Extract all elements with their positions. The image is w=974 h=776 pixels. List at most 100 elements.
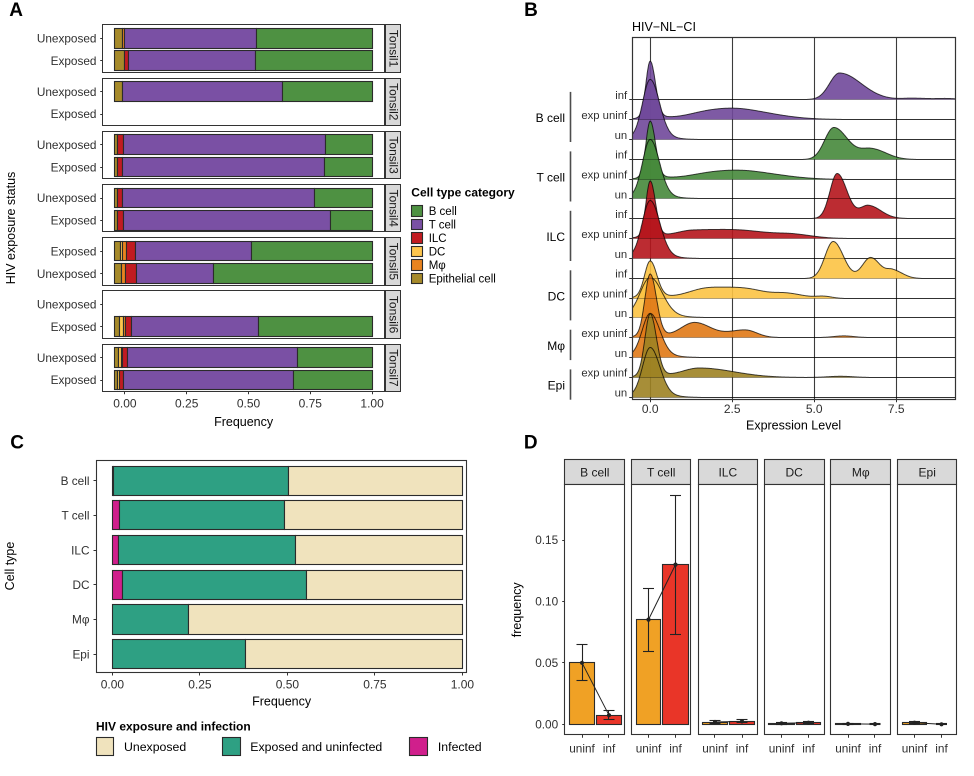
- svg-text:Epi: Epi: [919, 466, 936, 480]
- svg-text:C: C: [10, 433, 24, 454]
- svg-text:ILC: ILC: [429, 233, 447, 245]
- svg-text:B cell: B cell: [429, 206, 457, 218]
- svg-text:inf: inf: [869, 742, 882, 756]
- svg-text:Exposed: Exposed: [51, 107, 97, 121]
- svg-text:Tonsil1: Tonsil1: [387, 30, 401, 68]
- svg-text:exp uninf: exp uninf: [581, 170, 628, 182]
- svg-text:uninf: uninf: [902, 742, 928, 756]
- svg-text:inf: inf: [615, 90, 628, 102]
- svg-text:uninf: uninf: [769, 742, 795, 756]
- svg-text:0.05: 0.05: [535, 656, 558, 670]
- svg-text:0.00: 0.00: [113, 397, 137, 411]
- svg-text:0.00: 0.00: [101, 678, 125, 692]
- svg-text:Tonsil7: Tonsil7: [387, 349, 401, 387]
- svg-text:Tonsil5: Tonsil5: [387, 243, 401, 281]
- svg-text:un: un: [615, 308, 628, 320]
- svg-text:2.5: 2.5: [724, 402, 741, 416]
- svg-text:Epithelial cell: Epithelial cell: [429, 274, 496, 286]
- svg-text:exp uninf: exp uninf: [581, 288, 628, 300]
- svg-text:ILC: ILC: [718, 466, 737, 480]
- svg-text:inf: inf: [736, 742, 749, 756]
- svg-text:un: un: [615, 348, 628, 360]
- svg-text:HIV−NL−CI: HIV−NL−CI: [632, 20, 696, 34]
- svg-text:DC: DC: [548, 289, 566, 303]
- svg-text:Exposed: Exposed: [51, 373, 97, 387]
- svg-text:Unexposed: Unexposed: [37, 85, 97, 99]
- svg-text:T cell: T cell: [537, 170, 565, 184]
- svg-text:Tonsil2: Tonsil2: [387, 83, 401, 121]
- svg-text:B: B: [524, 0, 538, 21]
- svg-text:ILC: ILC: [71, 543, 90, 557]
- svg-text:Exposed: Exposed: [51, 244, 97, 258]
- svg-text:inf: inf: [802, 742, 815, 756]
- svg-text:exp uninf: exp uninf: [581, 110, 628, 122]
- svg-text:uninf: uninf: [835, 742, 861, 756]
- svg-text:T cell: T cell: [647, 466, 675, 480]
- svg-text:Exposed: Exposed: [51, 54, 97, 68]
- svg-text:1.00: 1.00: [451, 678, 475, 692]
- svg-text:exp uninf: exp uninf: [581, 229, 628, 241]
- svg-text:Unexposed: Unexposed: [37, 32, 97, 46]
- svg-text:Mφ: Mφ: [429, 260, 446, 272]
- svg-text:Epi: Epi: [72, 647, 89, 661]
- svg-text:0.50: 0.50: [237, 397, 261, 411]
- svg-text:inf: inf: [615, 209, 628, 221]
- svg-text:0.50: 0.50: [276, 678, 300, 692]
- svg-text:DC: DC: [786, 466, 804, 480]
- svg-text:D: D: [524, 433, 538, 454]
- svg-text:Unexposed: Unexposed: [124, 740, 186, 754]
- svg-text:Frequency: Frequency: [214, 415, 274, 429]
- svg-text:un: un: [615, 249, 628, 261]
- svg-text:inf: inf: [669, 742, 682, 756]
- svg-text:inf: inf: [935, 742, 948, 756]
- svg-text:0.75: 0.75: [363, 678, 387, 692]
- svg-text:Exposed and uninfected: Exposed and uninfected: [250, 740, 382, 754]
- svg-text:DC: DC: [72, 578, 90, 592]
- svg-text:un: un: [615, 388, 628, 400]
- svg-text:Unexposed: Unexposed: [37, 191, 97, 205]
- svg-text:Unexposed: Unexposed: [37, 351, 97, 365]
- svg-text:0.75: 0.75: [299, 397, 323, 411]
- svg-text:un: un: [615, 130, 628, 142]
- svg-text:Expression Level: Expression Level: [746, 419, 841, 433]
- svg-text:Unexposed: Unexposed: [37, 298, 97, 312]
- svg-text:exp uninf: exp uninf: [581, 368, 628, 380]
- svg-text:ILC: ILC: [546, 230, 565, 244]
- svg-text:Unexposed: Unexposed: [37, 267, 97, 281]
- svg-text:1.00: 1.00: [360, 397, 384, 411]
- svg-text:Infected: Infected: [438, 740, 482, 754]
- svg-text:Exposed: Exposed: [51, 160, 97, 174]
- svg-text:Tonsil4: Tonsil4: [387, 190, 401, 228]
- svg-text:T cell: T cell: [62, 509, 90, 523]
- svg-text:0.00: 0.00: [535, 718, 558, 732]
- svg-text:B cell: B cell: [536, 111, 565, 125]
- svg-text:HIV exposure status: HIV exposure status: [4, 172, 18, 285]
- svg-text:un: un: [615, 189, 628, 201]
- svg-text:0.0: 0.0: [642, 402, 659, 416]
- svg-text:inf: inf: [615, 269, 628, 281]
- svg-text:7.5: 7.5: [888, 402, 905, 416]
- svg-text:uninf: uninf: [636, 742, 662, 756]
- svg-text:Mφ: Mφ: [72, 613, 90, 627]
- svg-text:inf: inf: [603, 742, 616, 756]
- svg-text:Mφ: Mφ: [852, 466, 870, 480]
- svg-text:T cell: T cell: [429, 220, 456, 232]
- svg-text:Tonsil3: Tonsil3: [387, 136, 401, 174]
- svg-text:frequency: frequency: [510, 582, 524, 638]
- svg-text:inf: inf: [615, 150, 628, 162]
- svg-text:B cell: B cell: [580, 466, 609, 480]
- svg-text:0.25: 0.25: [175, 397, 199, 411]
- svg-text:Frequency: Frequency: [252, 695, 312, 709]
- svg-text:Exposed: Exposed: [51, 320, 97, 334]
- svg-text:Mφ: Mφ: [547, 339, 565, 353]
- svg-text:5.0: 5.0: [806, 402, 823, 416]
- svg-text:uninf: uninf: [569, 742, 595, 756]
- svg-text:0.10: 0.10: [535, 595, 558, 609]
- svg-text:HIV exposure and infection: HIV exposure and infection: [96, 720, 251, 734]
- svg-text:exp uninf: exp uninf: [581, 328, 628, 340]
- svg-text:Epi: Epi: [548, 379, 565, 393]
- svg-text:0.15: 0.15: [535, 533, 558, 547]
- svg-text:DC: DC: [429, 247, 446, 259]
- svg-text:Tonsil6: Tonsil6: [387, 296, 401, 334]
- svg-text:A: A: [9, 0, 23, 21]
